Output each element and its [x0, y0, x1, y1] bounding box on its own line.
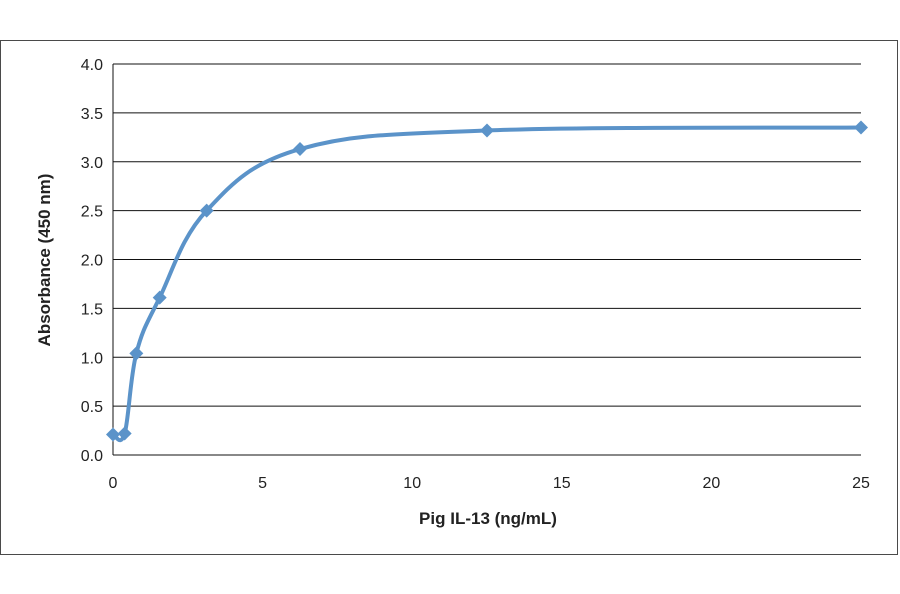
y-tick-label: 2.5 [81, 204, 103, 221]
gridlines [113, 63, 861, 456]
x-tick-label: 10 [403, 475, 421, 492]
y-tick-label: 2.0 [81, 253, 103, 270]
y-tick-label: 0.0 [81, 448, 103, 465]
data-point [152, 290, 167, 305]
y-tick-label: 4.0 [81, 57, 103, 74]
y-tick-label: 0.5 [81, 399, 103, 416]
y-tick-label: 3.5 [81, 106, 103, 123]
data-point [106, 427, 120, 442]
x-tick-labels: 0 5 10 15 20 25 [109, 475, 870, 492]
x-tick-label: 25 [852, 475, 870, 492]
data-point [117, 426, 132, 441]
y-tick-labels: 0.0 0.5 1.0 1.5 2.0 2.5 3.0 3.5 4.0 [81, 57, 103, 465]
series-line [111, 125, 863, 443]
x-tick-label: 0 [109, 475, 118, 492]
data-points [106, 120, 868, 442]
y-axis-title: Absorbance (450 nm) [35, 174, 54, 347]
x-axis-title: Pig IL-13 (ng/mL) [419, 509, 557, 528]
x-tick-label: 5 [258, 475, 267, 492]
y-tick-label: 3.0 [81, 155, 103, 172]
y-tick-label: 1.5 [81, 301, 103, 318]
x-tick-label: 20 [703, 475, 721, 492]
data-point [129, 346, 144, 361]
data-point [199, 203, 214, 218]
data-point [854, 120, 868, 135]
data-point [480, 123, 494, 138]
x-tick-label: 15 [553, 475, 571, 492]
data-point [293, 142, 307, 157]
y-tick-label: 1.0 [81, 350, 103, 367]
